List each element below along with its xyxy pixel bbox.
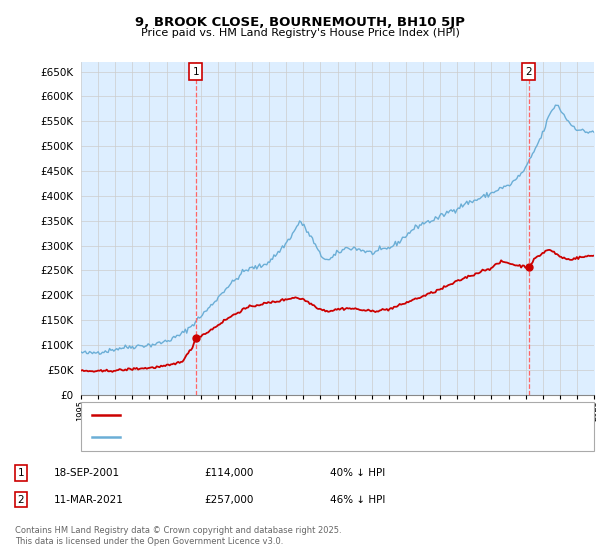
Text: Contains HM Land Registry data © Crown copyright and database right 2025.
This d: Contains HM Land Registry data © Crown c… <box>15 526 341 546</box>
Text: Price paid vs. HM Land Registry's House Price Index (HPI): Price paid vs. HM Land Registry's House … <box>140 28 460 38</box>
Text: £114,000: £114,000 <box>204 468 253 478</box>
Text: HPI: Average price, detached house, Bournemouth Christchurch and Poole: HPI: Average price, detached house, Bour… <box>126 432 490 442</box>
Text: 18-SEP-2001: 18-SEP-2001 <box>54 468 120 478</box>
Text: 1: 1 <box>193 67 199 77</box>
Text: 11-MAR-2021: 11-MAR-2021 <box>54 494 124 505</box>
Text: 2: 2 <box>526 67 532 77</box>
Text: 9, BROOK CLOSE, BOURNEMOUTH, BH10 5JP: 9, BROOK CLOSE, BOURNEMOUTH, BH10 5JP <box>135 16 465 29</box>
Text: 40% ↓ HPI: 40% ↓ HPI <box>330 468 385 478</box>
Text: 2: 2 <box>17 494 25 505</box>
Text: 1: 1 <box>17 468 25 478</box>
Text: 9, BROOK CLOSE, BOURNEMOUTH, BH10 5JP (detached house): 9, BROOK CLOSE, BOURNEMOUTH, BH10 5JP (d… <box>126 410 433 420</box>
Text: £257,000: £257,000 <box>204 494 253 505</box>
Text: 46% ↓ HPI: 46% ↓ HPI <box>330 494 385 505</box>
